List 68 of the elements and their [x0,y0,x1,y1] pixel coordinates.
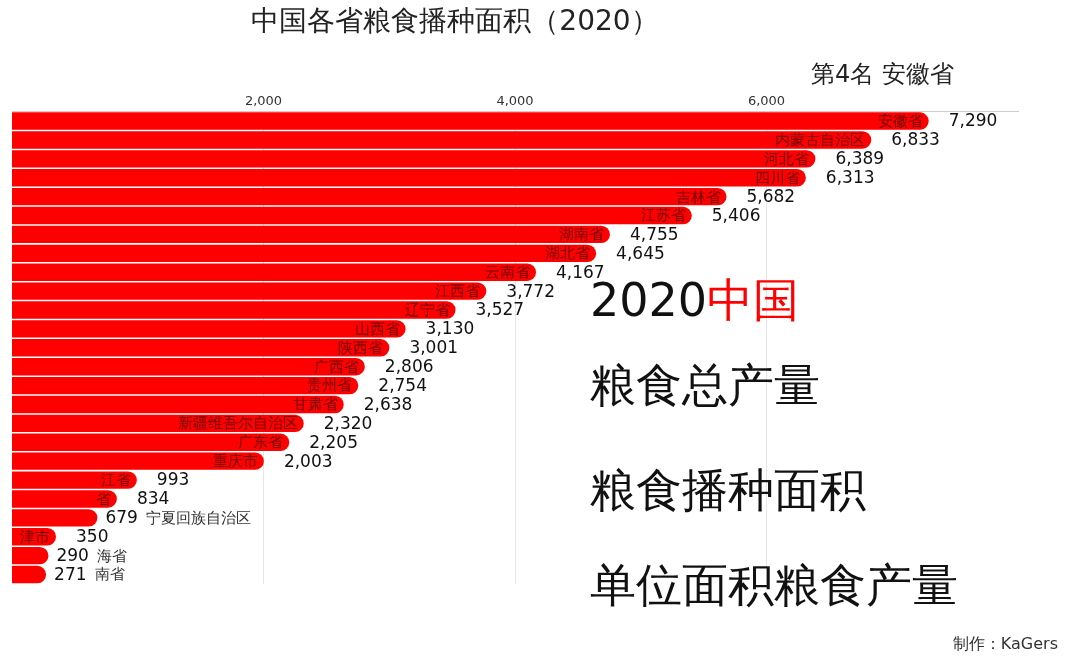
data-label: 679 [105,507,138,528]
y-tick-label: 宁夏回族自治区 [145,508,251,527]
data-label: 3,001 [409,337,459,358]
y-tick-label: 广东省 [238,433,284,452]
bar [12,546,49,565]
bar [12,187,727,206]
data-label: 6,833 [891,129,940,150]
text: 制作：KaGers [952,634,1058,655]
x-tick-label: 4,000 [496,93,534,109]
y-tick-label: 云南省 [485,263,530,282]
chart-title: 中国各省粮食播种面积（2020） [250,3,660,39]
bar [12,206,692,225]
annotation: 单位面积粮食产量 [590,557,958,614]
bar [12,376,359,395]
y-tick-label: 甘肃省 [292,395,338,414]
bar [12,244,597,263]
data-label: 2,003 [283,450,333,471]
data-label: 2,754 [378,375,427,396]
data-label: 3,772 [506,280,555,301]
y-tick-label: 江省 [100,470,131,489]
data-label: 6,313 [825,167,875,188]
y-tick-label: 安徽省 [877,111,923,130]
data-label: 6,389 [835,148,885,169]
y-tick-label: 南省 [94,565,125,584]
y-tick-label: 江苏省 [640,206,686,225]
data-label: 5,406 [711,204,761,225]
y-tick-label: 广西省 [313,357,359,376]
data-label: 290 [56,545,89,566]
data-label: 4,167 [556,261,605,282]
data-label: 993 [156,469,190,490]
data-label: 2,638 [363,393,413,414]
data-label: 4,755 [629,223,679,244]
data-label: 2,205 [309,431,358,452]
y-tick-label: 内蒙古自治区 [775,130,866,149]
y-tick-label: 吉林省 [675,187,721,206]
data-label: 3,130 [425,318,475,339]
data-label: 2,320 [323,412,373,433]
data-label: 271 [54,563,87,584]
y-tick-label: 重庆市 [212,452,258,471]
y-tick-label: 江西省 [435,282,481,300]
y-tick-label: 海省 [96,546,127,565]
y-tick-label: 陕西省 [338,338,384,357]
y-tick-label: 山西省 [354,319,400,338]
data-label: 7,290 [948,110,998,131]
bar [12,225,610,244]
y-tick-label: 津市 [20,527,51,546]
data-label: 3,527 [475,299,525,320]
bar [12,358,365,376]
annotation: 粮食总产量 [590,357,820,414]
data-label: 5,682 [746,186,796,207]
y-tick-label: 新疆维吾尔自治区 [177,414,298,433]
y-tick-label: 湖南省 [558,225,604,244]
x-tick-label: 2,000 [244,93,283,109]
bar [12,395,344,414]
x-tick-label: 6,000 [747,93,786,109]
y-tick-label: 河北省 [764,149,810,168]
y-tick-label: 四川省 [754,168,800,187]
data-label: 2,806 [384,356,434,377]
y-tick-label: 辽宁省 [404,300,450,319]
bar [12,565,47,584]
y-tick-label: 省 [95,489,111,508]
data-label: 350 [76,526,109,547]
annotation: 粮食播种面积 [590,462,866,519]
y-tick-label: 贵州省 [307,376,353,395]
data-label: 4,645 [616,242,665,263]
data-label: 834 [136,488,170,509]
chart-subtitle: 第4名 安徽省 [811,59,954,90]
y-tick-label: 湖北省 [545,244,591,263]
